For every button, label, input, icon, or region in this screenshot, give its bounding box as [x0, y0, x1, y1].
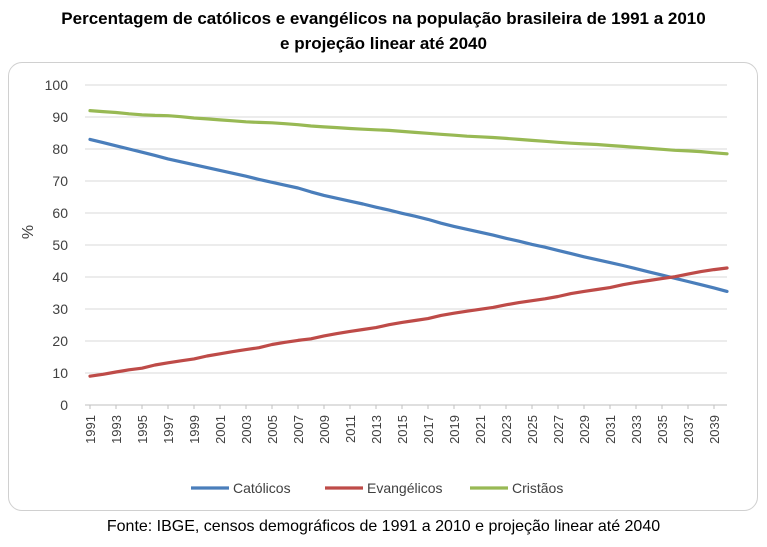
y-tick-label: 10 — [52, 365, 68, 381]
x-tick-label: 2025 — [525, 415, 540, 444]
y-axis-label: % — [20, 225, 37, 239]
series-line-2 — [88, 108, 729, 156]
x-tick-label: 2027 — [551, 415, 566, 444]
gridlines — [85, 84, 727, 406]
y-tick-label: 100 — [45, 77, 69, 93]
x-tick-label: 1995 — [135, 415, 150, 444]
x-tick-label: 2039 — [707, 415, 722, 444]
x-tick-label: 1999 — [187, 415, 202, 444]
series-lines — [88, 108, 729, 378]
x-axis-tick-labels: 1991 1993 1995 1997 1999 2001 2003 2005 2007 2009… — [83, 405, 722, 444]
x-tick-label: 2003 — [239, 415, 254, 444]
series-line-0 — [88, 137, 729, 293]
x-tick-label: 2023 — [499, 415, 514, 444]
x-tick-label: 2035 — [655, 415, 670, 444]
chart-frame — [8, 62, 758, 511]
y-tick-label: 60 — [52, 205, 68, 221]
source-note: Fonte: IBGE, censos demográficos de 1991… — [106, 518, 661, 535]
x-tick-label: 2015 — [395, 415, 410, 444]
y-axis-tick-labels: 0 10 20 30 40 50 60 70 80 90 100 — [45, 77, 69, 413]
legend-label: Evangélicos — [367, 480, 443, 496]
y-tick-label: 90 — [52, 109, 68, 125]
x-tick-label: 2013 — [369, 415, 384, 444]
chart-title-line-1: Percentagem de católicos e evangélicos n… — [61, 9, 706, 28]
x-tick-label: 2033 — [629, 415, 644, 444]
chart-title-line-2: e projeção linear até 2040 — [280, 34, 487, 53]
x-tick-label: 2007 — [291, 415, 306, 444]
x-tick-label: 2029 — [577, 415, 592, 444]
y-tick-label: 70 — [52, 173, 68, 189]
x-tick-label: 1991 — [83, 415, 98, 444]
y-tick-label: 50 — [52, 237, 68, 253]
y-tick-label: 30 — [52, 301, 68, 317]
legend-label: Católicos — [233, 480, 291, 496]
x-tick-label: 2001 — [213, 415, 228, 444]
series-line-1 — [88, 266, 729, 378]
legend: Católicos Evangélicos Cristãos — [191, 480, 563, 496]
chart-title: Percentagem de católicos e evangélicos n… — [0, 6, 767, 56]
x-tick-label: 1993 — [109, 415, 124, 444]
x-tick-label: 2011 — [343, 415, 358, 443]
y-tick-label: 0 — [60, 397, 68, 413]
x-tick-label: 2031 — [603, 415, 618, 444]
y-tick-label: 20 — [52, 333, 68, 349]
x-tick-label: 2019 — [447, 415, 462, 444]
y-tick-label: 40 — [52, 269, 68, 285]
x-tick-label: 2009 — [317, 415, 332, 444]
x-tick-label: 2021 — [473, 415, 488, 444]
y-tick-label: 80 — [52, 141, 68, 157]
x-tick-label: 2017 — [421, 415, 436, 444]
x-tick-label: 1997 — [161, 415, 176, 444]
x-tick-label: 2005 — [265, 415, 280, 444]
x-tick-label: 2037 — [681, 415, 696, 444]
legend-label: Cristãos — [512, 480, 563, 496]
